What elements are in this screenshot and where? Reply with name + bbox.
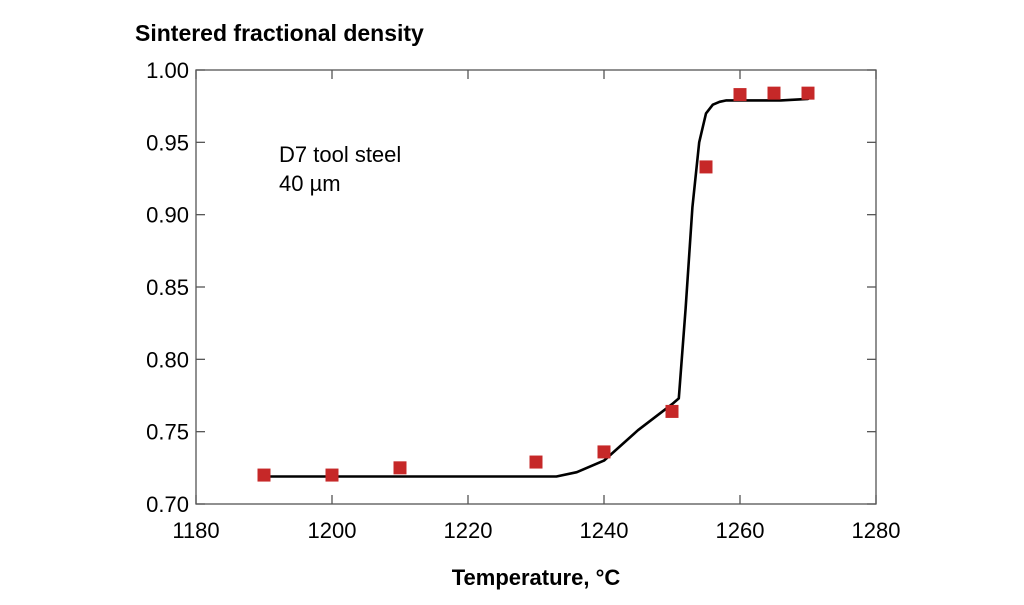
data-point (393, 461, 407, 475)
y-tick-label: 0.85 (146, 275, 189, 300)
x-tick-label: 1240 (580, 518, 629, 543)
y-tick-label: 0.75 (146, 420, 189, 445)
x-tick-label: 1200 (308, 518, 357, 543)
y-tick-label: 0.80 (146, 347, 189, 372)
y-tick-label: 1.00 (146, 58, 189, 83)
x-axis-label: Temperature, °C (452, 565, 621, 590)
y-axis: 0.70 0.75 0.80 0.85 0.90 0.95 1.00 (146, 58, 876, 517)
data-point (699, 160, 713, 174)
y-tick-label: 0.95 (146, 130, 189, 155)
y-tick-label: 0.90 (146, 203, 189, 228)
chart-title: Sintered fractional density (135, 20, 424, 46)
x-axis: 1180 1200 1220 1240 1260 1280 (172, 70, 900, 543)
x-tick-label: 1260 (716, 518, 765, 543)
plot-frame (195, 69, 877, 505)
annotation-particle-size: 40 µm (279, 171, 341, 196)
data-point (733, 88, 747, 102)
data-point (665, 404, 679, 418)
data-point (257, 468, 271, 482)
y-tick-label: 0.70 (146, 492, 189, 517)
data-point (767, 86, 781, 100)
x-tick-label: 1180 (172, 518, 219, 543)
data-point (325, 468, 339, 482)
x-tick-label: 1220 (444, 518, 493, 543)
x-tick-label: 1280 (852, 518, 901, 543)
data-points (257, 86, 815, 482)
data-point (529, 455, 543, 469)
data-point (801, 86, 815, 100)
data-point (597, 445, 611, 459)
annotation-material: D7 tool steel (279, 142, 401, 167)
